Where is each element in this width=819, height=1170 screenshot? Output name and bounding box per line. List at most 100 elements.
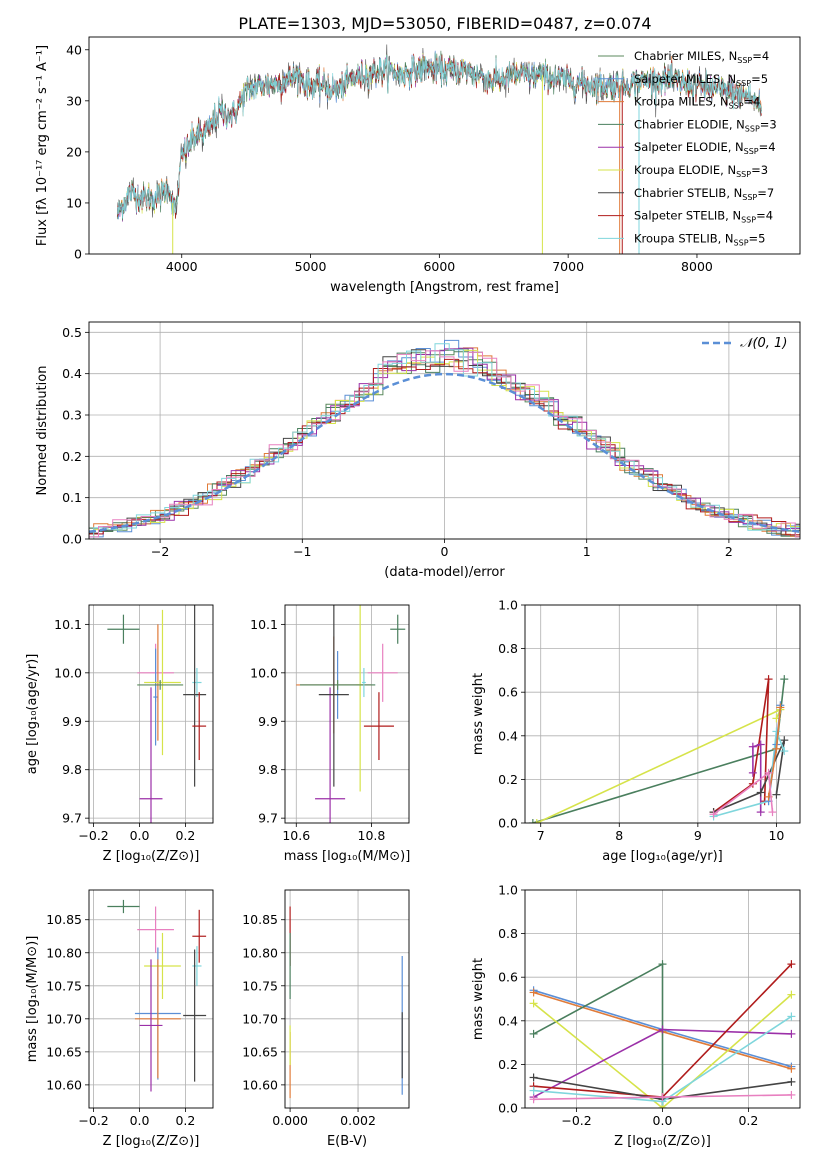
legend-label: Salpeter ELODIE, NSSP=4 [634, 140, 776, 156]
y-tick-label: 9.9 [62, 714, 82, 729]
y-tick-label: 10.85 [242, 912, 278, 927]
x-tick-label: 9 [694, 828, 702, 843]
y-tick-label: 10.1 [54, 617, 82, 632]
x-tick-label: 6000 [423, 259, 455, 274]
x-tick-label: −0.2 [561, 1113, 591, 1128]
y-tick-label: 10.85 [46, 912, 82, 927]
y-axis-label: mass [log₁₀(M/M⊙)] [25, 936, 40, 1063]
y-tick-label: 0.2 [498, 772, 518, 787]
y-tick-label: 0.0 [62, 532, 82, 547]
y-tick-label: 0.8 [498, 926, 518, 941]
weight-line [536, 707, 783, 823]
spectrum-line [116, 52, 762, 219]
legend-label: 𝒩(0, 1) [740, 336, 787, 351]
legend-label: Salpeter MILES, NSSP=5 [634, 72, 768, 88]
plot-area [107, 605, 207, 823]
y-tick-label: 10.75 [46, 978, 82, 993]
y-tick-label: 1.0 [498, 598, 518, 613]
x-tick-label: −0.2 [78, 828, 108, 843]
x-tick-label: 2 [725, 544, 733, 559]
y-axis-label: Normed distribution [35, 366, 50, 496]
y-tick-label: 0.0 [498, 816, 518, 831]
x-axis-label: Z [log₁₀(Z/Z⊙)] [103, 1134, 200, 1149]
x-tick-label: 8 [615, 828, 623, 843]
axes-frame [284, 889, 410, 1109]
axes-frame [88, 36, 801, 255]
y-tick-label: 0.3 [62, 408, 82, 423]
x-tick-label: −0.2 [78, 1113, 108, 1128]
x-tick-label: 0.000 [272, 1113, 308, 1128]
x-tick-label: 7 [537, 828, 545, 843]
y-tick-label: 10.0 [54, 665, 82, 680]
x-tick-label: 7000 [552, 259, 584, 274]
legend-label: Chabrier MILES, NSSP=4 [634, 49, 769, 65]
weight-line [713, 678, 770, 813]
y-tick-label: 0.1 [62, 490, 82, 505]
panel-mass_vs_Z: −0.2 0.0 0.2 10.60 10.65 10.70 10.75 10.80 10.85… [25, 889, 214, 1149]
x-tick-label: 0.0 [130, 1113, 150, 1128]
x-tick-label: 4000 [166, 259, 198, 274]
normal-curve [89, 372, 800, 534]
y-tick-label: 10.60 [46, 1077, 82, 1092]
y-tick-label: 10.70 [242, 1011, 278, 1026]
plot-area [296, 605, 406, 823]
y-tick-label: 9.8 [62, 762, 82, 777]
y-tick-label: 20 [66, 144, 82, 159]
x-axis-label: wavelength [Angstrom, rest frame] [330, 280, 559, 295]
legend-label: Chabrier STELIB, NSSP=7 [634, 186, 774, 202]
axes-frame [524, 604, 801, 824]
panel-residuals: 𝒩(0, 1) −2 −1 0 1 2 0.0 0.1 0.2 0.3 0.4 0.5 (data-mo… [35, 321, 801, 580]
y-tick-label: 10.65 [242, 1044, 278, 1059]
x-axis-label: Z [log₁₀(Z/Z⊙)] [614, 1134, 711, 1149]
x-tick-label: 10.8 [358, 828, 386, 843]
x-tick-label: 0.0 [653, 1113, 673, 1128]
x-tick-label: 0.0 [130, 828, 150, 843]
y-axis-label: Flux [fλ 10⁻¹⁷ erg cm⁻² s⁻¹ A⁻¹] [35, 45, 50, 246]
y-tick-label: 0.2 [498, 1057, 518, 1072]
y-tick-label: 1.0 [498, 883, 518, 898]
x-axis-label: mass [log₁₀(M/M⊙)] [284, 849, 411, 864]
legend-label: Kroupa MILES, NSSP=4 [634, 95, 760, 111]
panel-age_vs_Z: −0.2 0.0 0.2 9.7 9.8 9.9 10.0 10.1 Z [log₁₀(Z/Z⊙… [25, 604, 214, 864]
x-tick-label: 1 [583, 544, 591, 559]
x-tick-label: 10 [768, 828, 784, 843]
y-tick-label: 10.65 [46, 1044, 82, 1059]
y-tick-label: 10 [66, 195, 82, 210]
x-tick-label: 5000 [295, 259, 327, 274]
x-tick-label: −2 [151, 544, 169, 559]
histogram-step [89, 350, 800, 538]
x-tick-label: 10.6 [282, 828, 310, 843]
panel-mass_vs_EBV: 0.000 0.002 10.60 10.65 10.70 10.75 10.80 10.85… [242, 889, 410, 1149]
y-tick-label: 0.4 [498, 1013, 518, 1028]
y-tick-label: 0.4 [498, 728, 518, 743]
y-tick-label: 10.1 [250, 617, 278, 632]
y-tick-label: 0.8 [498, 641, 518, 656]
x-axis-label: Z [log₁₀(Z/Z⊙)] [103, 849, 200, 864]
x-tick-label: 0.002 [340, 1113, 376, 1128]
x-tick-label: 0.2 [175, 828, 195, 843]
legend: 𝒩(0, 1) [702, 336, 787, 351]
y-tick-label: 0 [74, 247, 82, 262]
histogram-step [93, 349, 800, 539]
plot-area [529, 960, 796, 1108]
plot-area [89, 339, 800, 539]
legend-label: Kroupa ELODIE, NSSP=3 [634, 163, 768, 179]
x-axis-label: age [log₁₀(age/yr)] [602, 849, 723, 864]
x-tick-label: 8000 [681, 259, 713, 274]
weight-line [713, 731, 786, 818]
y-tick-label: 10.80 [242, 945, 278, 960]
panel-weight_vs_age: 7 8 9 10 0.0 0.2 0.4 0.6 0.8 1.0 age [log₁₀(age/yr… [471, 598, 801, 864]
y-tick-label: 10.0 [250, 665, 278, 680]
y-tick-label: 9.7 [62, 811, 82, 826]
weight-line [532, 679, 786, 823]
y-tick-label: 30 [66, 93, 82, 108]
legend-label: Chabrier ELODIE, NSSP=3 [634, 117, 777, 133]
axes-frame [284, 604, 410, 824]
legend-label: Kroupa STELIB, NSSP=5 [634, 231, 765, 247]
y-tick-label: 0.6 [498, 685, 518, 700]
axes-frame [88, 889, 214, 1109]
plot-area [107, 899, 207, 1092]
y-tick-label: 0.6 [498, 970, 518, 985]
y-tick-label: 10.70 [46, 1011, 82, 1026]
